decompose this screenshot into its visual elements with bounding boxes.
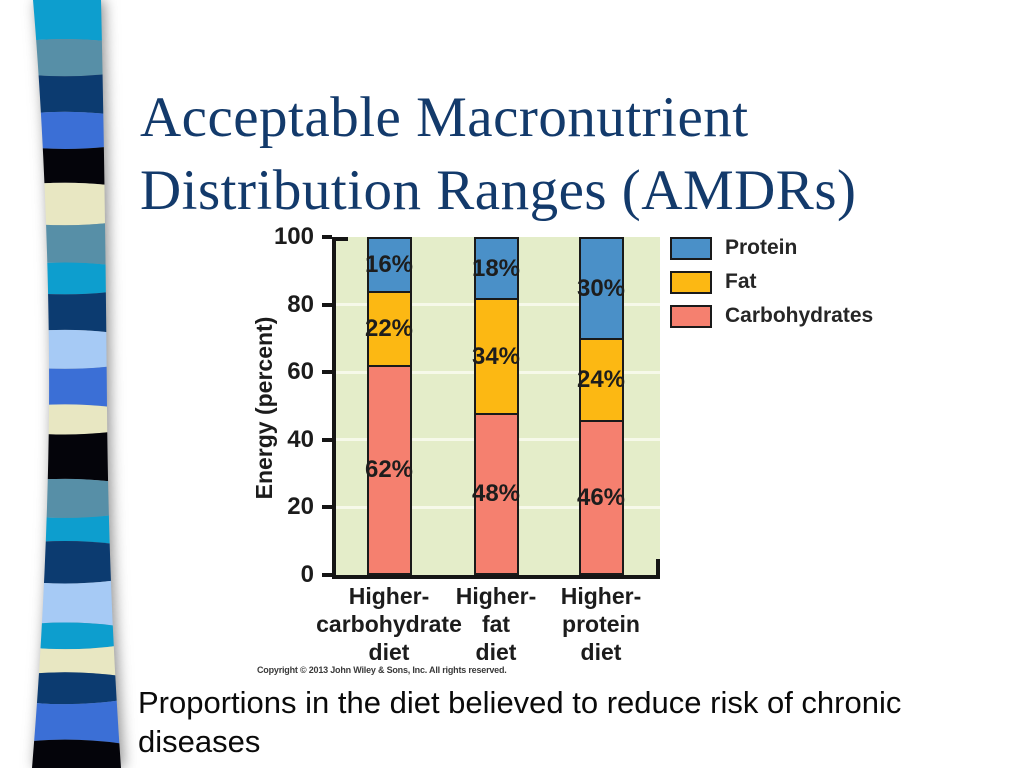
- y-tick-label: 100: [273, 223, 314, 250]
- bar-segment-label: 34%: [471, 342, 521, 370]
- ribbon-stripe: [32, 739, 121, 768]
- bar-segment-carbohydrates: 48%: [472, 413, 520, 575]
- ribbon-stripe: [32, 511, 121, 547]
- ribbon-stripe: [32, 478, 121, 518]
- legend-item-protein: Protein: [670, 236, 873, 260]
- ribbon-stripe: [32, 182, 121, 226]
- x-category-label-line: carbohydrate: [316, 611, 462, 637]
- ribbon-stripe: [32, 288, 121, 336]
- bar-segment-label: 18%: [471, 254, 521, 282]
- ribbon-stripe: [32, 111, 121, 149]
- ribbon-stripe: [32, 142, 121, 189]
- ribbon-stripe: [32, 577, 121, 629]
- legend-label: Carbohydrates: [725, 304, 874, 327]
- amdr-stacked-bar-chart: Energy (percent) 62% 22% 16% 48% 34% 18% 46% 24…: [251, 223, 975, 695]
- ribbon-stripe: [32, 698, 121, 746]
- bar-segment-label: 16%: [364, 251, 414, 278]
- ribbon-stripe: [32, 362, 121, 411]
- bar-segment-label: 48%: [471, 480, 521, 507]
- x-category-label-line: diet: [368, 639, 410, 665]
- ribbon-stripe: [32, 39, 121, 77]
- legend-item-carbohydrates: Carbohydrates: [670, 304, 873, 328]
- x-category-label-line: Higher-: [455, 583, 537, 609]
- copyright-note: Copyright © 2013 John Wiley & Sons, Inc.…: [257, 665, 507, 675]
- y-axis-tick: [322, 505, 332, 510]
- ribbon-stripe: [32, 404, 121, 435]
- slide-caption: Proportions in the diet believed to redu…: [138, 685, 902, 759]
- y-axis-tick: [322, 573, 332, 577]
- bar-segment-protein: 18%: [472, 237, 520, 300]
- ribbon-stripe: [32, 643, 121, 679]
- x-category-label-line: Higher-: [560, 583, 642, 609]
- legend: Protein Fat Carbohydrates: [670, 236, 873, 338]
- bar-segment-protein: 16%: [365, 237, 413, 293]
- bar-segment-label: 30%: [576, 274, 626, 302]
- y-tick-label: 40: [287, 425, 314, 453]
- ribbon-stripe: [32, 0, 121, 46]
- y-tick-label: 20: [287, 493, 314, 521]
- ribbon-stripes: [32, 0, 121, 768]
- ribbon-stripe: [32, 329, 121, 369]
- bar-segment-carbohydrates: 62%: [365, 365, 413, 575]
- bar-segment-fat: 22%: [365, 291, 413, 367]
- x-category-label: Higher-protein diet: [491, 582, 711, 666]
- bar-segment-label: 46%: [576, 483, 626, 511]
- ribbon-stripe: [32, 540, 121, 584]
- bar-segment-label: 62%: [364, 456, 414, 483]
- ribbon-stripe: [32, 70, 121, 118]
- y-axis-tick: [322, 370, 332, 375]
- x-category-label-line: diet: [580, 639, 622, 665]
- bar-segment-label: 22%: [364, 315, 414, 342]
- x-category-label-line: fat: [481, 611, 511, 637]
- y-axis-tick: [322, 437, 332, 442]
- y-axis-tick: [322, 235, 332, 239]
- y-tick-label: 0: [300, 561, 314, 588]
- bar-segment-carbohydrates: 46%: [577, 420, 625, 575]
- bar-segment-label: 24%: [576, 366, 626, 393]
- y-tick-label: 80: [287, 290, 314, 318]
- legend-swatch: [670, 270, 712, 294]
- y-tick-label: 60: [287, 358, 314, 386]
- ribbon-stripe: [32, 672, 121, 705]
- bar-segment-protein: 30%: [577, 237, 625, 340]
- x-category-label: Higher-fat diet: [386, 582, 606, 666]
- slide-title: Acceptable Macronutrient Distribution Ra…: [140, 86, 857, 223]
- x-category-label-line: Higher-: [348, 583, 430, 609]
- x-category-label-line: diet: [475, 639, 517, 665]
- bar-segment-fat: 34%: [472, 298, 520, 415]
- axis-corner-tab-bottom-right: [656, 559, 660, 575]
- legend-item-fat: Fat: [670, 270, 873, 294]
- ribbon-stripe: [32, 622, 121, 650]
- ribbon-decoration: [32, 0, 124, 768]
- bar-segment-fat: 24%: [577, 338, 625, 422]
- x-category-label-line: protein: [562, 611, 640, 637]
- y-axis-tick: [322, 302, 332, 307]
- ribbon-stripe: [32, 428, 121, 485]
- axis-corner-tab-top-left: [336, 237, 348, 241]
- ribbon-stripe: [32, 262, 121, 295]
- legend-label: Protein: [725, 236, 798, 259]
- x-category-label: Higher-carbohydrate diet: [279, 582, 499, 666]
- plot-area: 62% 22% 16% 48% 34% 18% 46% 24% 30% 0 20 40 60 80 100: [274, 223, 660, 588]
- ribbon-stripe: [32, 219, 121, 269]
- legend-swatch: [670, 236, 712, 260]
- legend-label: Fat: [725, 270, 757, 293]
- legend-swatch: [670, 304, 712, 328]
